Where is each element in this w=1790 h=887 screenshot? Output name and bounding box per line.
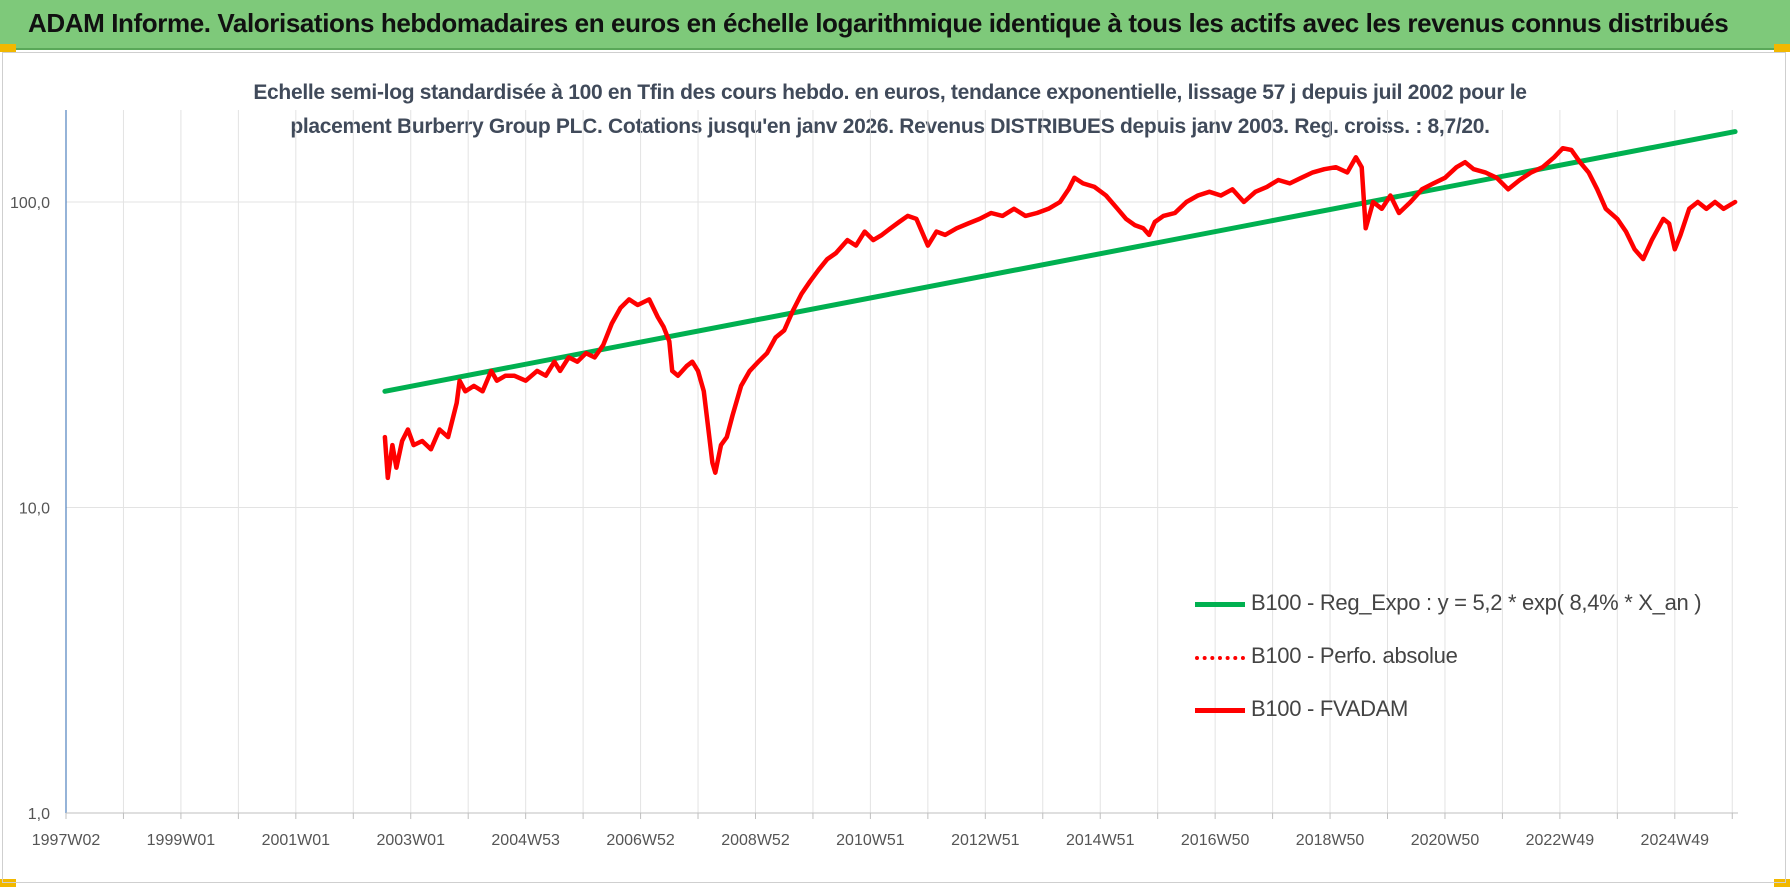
chart-title-line-2: placement Burberry Group PLC. Cotations … xyxy=(290,115,1490,138)
x-tick-label: 2024W49 xyxy=(1641,832,1710,849)
legend-label-fvadam: B100 - FVADAM xyxy=(1251,696,1409,721)
legend-swatch-fvadam xyxy=(1195,708,1245,713)
x-tick-label: 2003W01 xyxy=(376,832,445,849)
tick-labels: 1997W02 1999W01 2001W01 2003W01 2004W53 2006W… xyxy=(10,195,1709,849)
x-tick-label: 2022W49 xyxy=(1526,832,1595,849)
page-title: ADAM Informe. Valorisations hebdomadaire… xyxy=(28,8,1729,38)
x-tick-label: 2020W50 xyxy=(1411,832,1480,849)
x-tick-label: 2006W52 xyxy=(606,832,675,849)
x-tick-label: 2018W50 xyxy=(1296,832,1365,849)
legend-label-regression: B100 - Reg_Expo : y = 5,2 * exp( 8,4% * … xyxy=(1251,590,1702,615)
x-tick-label: 2014W51 xyxy=(1066,832,1135,849)
chart-title: Echelle semi-log standardisée à 100 en T… xyxy=(230,76,1550,144)
corner-accent-top-right xyxy=(1774,44,1790,52)
x-tick-label: 2004W53 xyxy=(491,832,560,849)
axes xyxy=(65,110,1738,819)
header-bar: ADAM Informe. Valorisations hebdomadaire… xyxy=(0,0,1790,50)
x-tick-label: 2001W01 xyxy=(262,832,331,849)
corner-accent-bottom-right xyxy=(1774,879,1790,887)
chart-frame xyxy=(2,52,1786,883)
x-tick-label: 1997W02 xyxy=(32,832,101,849)
x-tick-label: 2016W50 xyxy=(1181,832,1250,849)
chart-title-line-1: Echelle semi-log standardisée à 100 en T… xyxy=(253,81,1527,104)
x-tick-label: 2012W51 xyxy=(951,832,1020,849)
series-line-0 xyxy=(382,129,1738,394)
x-tick-label: 2010W51 xyxy=(836,832,905,849)
corner-accent-top-left xyxy=(0,44,16,52)
y-tick-label: 100,0 xyxy=(10,195,50,212)
series-line-2 xyxy=(382,145,1738,481)
y-tick-label: 10,0 xyxy=(19,500,50,517)
legend-label-perf-absolue: B100 - Perfo. absolue xyxy=(1251,643,1458,668)
legend-swatch-regression xyxy=(1195,602,1245,607)
corner-accent-bottom-left xyxy=(0,879,16,887)
y-tick-label: 1,0 xyxy=(28,806,50,823)
grid-lines xyxy=(65,110,1738,814)
legend-swatch-perf-absolue xyxy=(1195,656,1245,660)
series-lines xyxy=(382,129,1738,481)
x-tick-label: 2008W52 xyxy=(721,832,790,849)
x-tick-label: 1999W01 xyxy=(147,832,216,849)
